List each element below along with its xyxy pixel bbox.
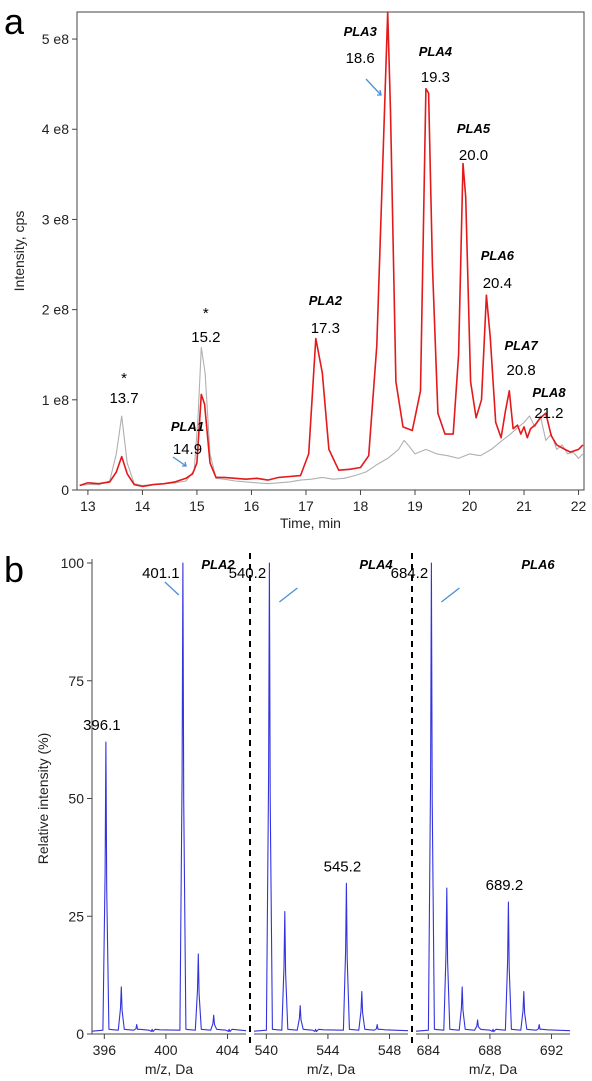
spectrum-trace xyxy=(253,562,409,1033)
peak-arrow xyxy=(441,587,460,603)
peak-mz-label: 540.2 xyxy=(229,565,267,582)
peak-time-label: 14.9 xyxy=(173,441,202,458)
x-axis-label: m/z, Da xyxy=(145,1061,193,1077)
y-tick-label: 1 e8 xyxy=(42,392,69,408)
spectrum-trace xyxy=(415,562,571,1033)
x-tick-label: 540 xyxy=(255,1042,279,1058)
peak-mz-label: 396.1 xyxy=(83,717,121,734)
peak-marker-asterisk: * xyxy=(121,370,127,387)
arrow-pla1-head xyxy=(182,461,187,467)
peak-name-label: PLA6 xyxy=(481,248,515,263)
series-red-trace xyxy=(79,11,584,488)
peak-time-label: 13.7 xyxy=(109,390,138,407)
peak-name-label: PLA4 xyxy=(419,44,453,59)
spectrum-compound-name: PLA2 xyxy=(201,557,235,572)
peak-arrow xyxy=(164,581,180,596)
peak-time-label: 20.0 xyxy=(459,147,488,164)
y-tick-label: 100 xyxy=(61,555,85,571)
x-axis-label: m/z, Da xyxy=(307,1061,355,1077)
y-tick-label: 3 e8 xyxy=(42,211,69,227)
y-tick-label: 2 e8 xyxy=(42,302,69,318)
spectrum-compound-name: PLA4 xyxy=(359,557,393,572)
y-tick-label: 5 e8 xyxy=(42,31,69,47)
x-tick-label: 396 xyxy=(93,1042,117,1058)
x-tick-label: 14 xyxy=(135,498,151,514)
panel-b-mass-spectra: 0 25 50 75 100 Relative intensity (%) 396 400 40… xyxy=(35,553,571,1077)
y-tick-label: 0 xyxy=(76,1026,84,1042)
peak-mz-label: 545.2 xyxy=(324,858,362,875)
x-tick-label: 13 xyxy=(80,498,96,514)
x-axis-label: m/z, Da xyxy=(469,1061,517,1077)
x-axis-label: Time, min xyxy=(280,515,341,531)
spectrum-compound-name: PLA6 xyxy=(521,557,555,572)
peak-mz-label: 689.2 xyxy=(486,877,524,894)
x-tick-label: 15 xyxy=(189,498,205,514)
x-tick-label: 692 xyxy=(540,1042,564,1058)
peak-name-label: PLA2 xyxy=(309,293,343,308)
x-tick-label: 688 xyxy=(478,1042,502,1058)
panel-letter-a: a xyxy=(4,1,25,42)
peak-time-label: 17.3 xyxy=(311,320,340,337)
plot-frame xyxy=(76,11,585,491)
panel-letter-b: b xyxy=(4,549,24,590)
peak-arrow xyxy=(279,587,298,603)
y-tick-label: 75 xyxy=(68,673,84,689)
x-tick-label: 684 xyxy=(417,1042,441,1058)
peak-time-label: 18.6 xyxy=(346,50,375,67)
x-tick-label: 21 xyxy=(516,498,532,514)
peak-time-label: 15.2 xyxy=(191,329,220,346)
x-tick-label: 20 xyxy=(462,498,478,514)
x-tick-label: 544 xyxy=(316,1042,340,1058)
arrow-pla3 xyxy=(365,78,382,96)
peak-mz-label: 401.1 xyxy=(142,565,180,582)
y-tick-label: 25 xyxy=(68,908,84,924)
x-tick-label: 16 xyxy=(244,498,260,514)
x-tick-label: 19 xyxy=(407,498,423,514)
x-tick-label: 22 xyxy=(571,498,587,514)
peak-time-label: 19.3 xyxy=(421,69,450,86)
peak-name-label: PLA3 xyxy=(344,24,378,39)
peak-time-label: 21.2 xyxy=(534,405,563,422)
arrow-pla1 xyxy=(172,456,187,467)
peak-marker-asterisk: * xyxy=(203,305,209,322)
panel-a-chromatogram: 13 14 15 16 17 18 19 20 21 22 0 1 e8 2 e8 3 e8 4 e8 5 e… xyxy=(11,11,587,531)
x-tick-label: 17 xyxy=(298,498,314,514)
peak-name-label: PLA1 xyxy=(171,419,204,434)
x-tick-label: 404 xyxy=(216,1042,240,1058)
y-axis-label: Intensity, cps xyxy=(11,211,27,292)
peak-time-label: 20.8 xyxy=(507,362,536,379)
spectrum-trace xyxy=(91,562,247,1033)
y-tick-label: 4 e8 xyxy=(42,121,69,137)
peak-name-label: PLA5 xyxy=(457,121,491,136)
x-tick-label: 18 xyxy=(353,498,369,514)
y-tick-label: 0 xyxy=(61,482,69,498)
x-tick-label: 548 xyxy=(378,1042,402,1058)
peak-name-label: PLA8 xyxy=(532,385,566,400)
y-tick-label: 50 xyxy=(68,791,84,807)
x-tick-label: 400 xyxy=(154,1042,178,1058)
peak-name-label: PLA7 xyxy=(505,338,539,353)
peak-time-label: 20.4 xyxy=(483,275,512,292)
arrow-pla3-head xyxy=(377,89,382,96)
y-axis-label: Relative intensity (%) xyxy=(35,733,51,865)
peak-mz-label: 684.2 xyxy=(391,565,429,582)
